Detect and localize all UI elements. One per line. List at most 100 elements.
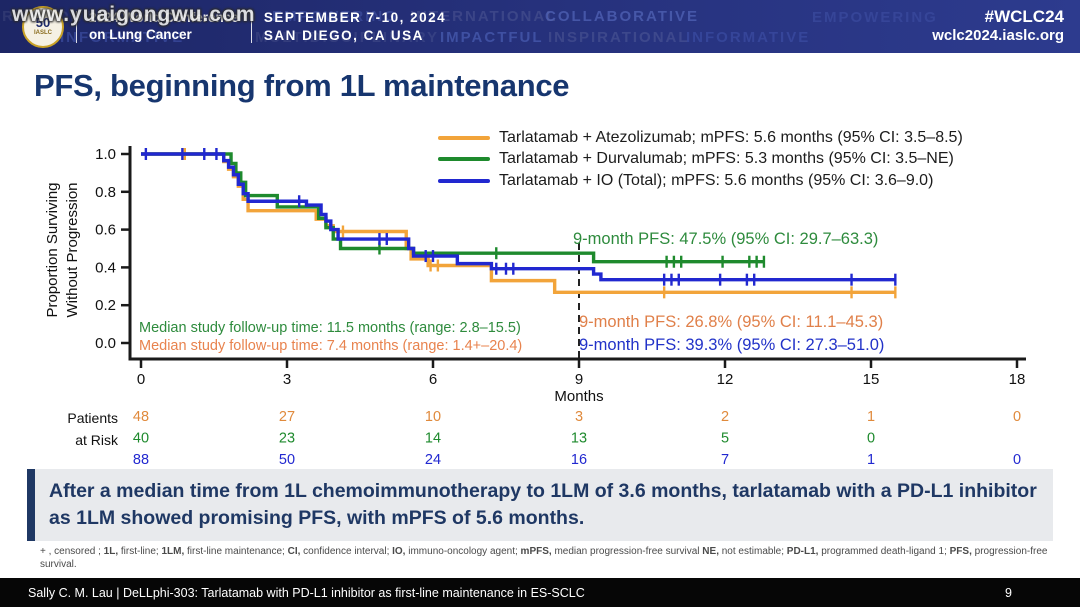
at-risk-count: 23 <box>279 431 295 447</box>
at-risk-count: 1 <box>867 452 875 468</box>
at-risk-count: 0 <box>1013 409 1021 425</box>
header-background-word: INFORMATIVE <box>60 29 185 46</box>
x-tick-label: 6 <box>429 371 437 388</box>
header-background-word: EMPOWERING <box>812 9 938 26</box>
header-background-word: IMPACTFUL <box>440 29 544 46</box>
header-background-word: MULTIDISCIPLINARY <box>255 29 439 46</box>
y-axis-title-line2: Without Progression <box>64 182 82 318</box>
key-takeaway-box: After a median time from 1L chemoimmunot… <box>27 469 1053 541</box>
at-risk-count: 1 <box>867 409 875 425</box>
iaslc-50th-logo: 50 IASLC <box>22 5 64 48</box>
footnote-segment: IO, <box>392 546 406 557</box>
conference-date: SEPTEMBER 7-10, 2024 <box>263 9 447 25</box>
header-background-word: INFORMATIVE <box>686 29 811 46</box>
conference-title-line2: on Lung Cancer <box>89 26 192 42</box>
conference-title: 2024 World Conference on Lung Cancer <box>89 10 239 44</box>
annotation-9month-pfs-durvalumab: 9-month PFS: 47.5% (95% CI: 29.7–63.3) <box>573 230 879 248</box>
at-risk-count: 10 <box>425 409 441 425</box>
footnote: + , censored ; 1L, first-line; 1LM, firs… <box>40 545 1050 571</box>
x-tick-label: 0 <box>137 371 145 388</box>
page-number: 9 <box>1005 585 1012 600</box>
y-axis-title-line1: Proportion Surviving <box>44 182 61 318</box>
x-axis-title: Months <box>554 388 604 405</box>
key-takeaway-text: After a median time from 1L chemoimmunot… <box>49 479 1037 529</box>
km-curve-tarlatamab-io-total- <box>141 152 896 282</box>
patients-at-risk-label-line2: at Risk <box>75 431 118 448</box>
header-background-word: INSPIRATIONAL <box>548 29 690 46</box>
axes-spines <box>128 146 1026 361</box>
footnote-segment: CI, <box>287 546 301 557</box>
at-risk-count: 0 <box>1013 452 1021 468</box>
conference-date-location: SEPTEMBER 7-10, 2024 SAN DIEGO, CA USA <box>264 9 446 44</box>
header-content: 50 IASLC 2024 World Conference on Lung C… <box>0 0 1080 53</box>
x-tick-label: 15 <box>863 371 880 388</box>
at-risk-count: 50 <box>279 452 295 468</box>
y-tick-label: 0.0 <box>95 335 116 352</box>
page-title: PFS, beginning from 1L maintenance <box>34 68 570 103</box>
footnote-segment: 1L, <box>103 546 119 557</box>
x-tick-label: 3 <box>283 371 291 388</box>
legend-swatch-green <box>438 157 490 162</box>
conference-location: SAN DIEGO, CA USA <box>263 27 424 43</box>
legend-item-io-total: Tarlatamab + IO (Total); mPFS: 5.6 month… <box>438 170 963 192</box>
site-watermark: www.yuaigongwu.com <box>12 3 256 26</box>
header-background-word: INTERNATIONAL <box>410 8 558 25</box>
footnote-segment: first-line; <box>118 546 162 557</box>
y-tick-label: 0.8 <box>95 184 116 201</box>
legend-label: Tarlatamab + IO (Total); mPFS: 5.6 month… <box>499 171 934 189</box>
header-divider <box>250 10 252 43</box>
footnote-segment: PD-L1, <box>786 546 819 557</box>
x-tick-label: 12 <box>717 371 734 388</box>
at-risk-count: 13 <box>571 431 587 447</box>
legend-label: Tarlatamab + Durvalumab; mPFS: 5.3 month… <box>499 150 954 168</box>
logo-50-text: 50 <box>35 14 51 30</box>
conference-title-line1: 2024 World Conference <box>89 9 239 25</box>
footnote-segment: confidence interval; <box>300 546 393 557</box>
footnote-segment: immuno-oncology agent; <box>405 546 521 557</box>
header-background-word: COLLABORATIVE <box>545 8 700 25</box>
footnote-segment: median progression-free survival <box>551 546 703 557</box>
footnote-segment: first-line maintenance; <box>184 546 288 557</box>
median-followup-note-durvalumab: Median study follow-up time: 11.5 months… <box>139 320 521 336</box>
patients-at-risk-label-line1: Patients <box>67 410 118 426</box>
annotation-9month-pfs-io-total: 9-month PFS: 39.3% (95% CI: 27.3–51.0) <box>579 336 885 354</box>
at-risk-count: 2 <box>721 409 729 425</box>
header-right: #WCLC24 wclc2024.iaslc.org <box>932 6 1064 46</box>
footnote-segment: not estimable; <box>718 546 787 557</box>
legend-swatch-orange <box>438 135 490 140</box>
header-divider <box>76 10 77 43</box>
at-risk-count: 3 <box>575 409 583 425</box>
annotation-9month-pfs-atezolizumab: 9-month PFS: 26.8% (95% CI: 11.1–45.3) <box>579 313 884 331</box>
at-risk-count: 40 <box>133 431 149 447</box>
footer-citation: Sally C. M. Lau | DeLLphi-303: Tarlatama… <box>28 585 585 600</box>
at-risk-count: 88 <box>133 452 149 468</box>
footnote-segment: progression-free survival. <box>40 546 1048 570</box>
footnote-segment: NE, <box>702 546 719 557</box>
conference-website[interactable]: wclc2024.iaslc.org <box>932 27 1064 45</box>
conference-header-bar: 50 IASLC 2024 World Conference on Lung C… <box>0 0 1080 53</box>
patients-at-risk-label: Patients at Risk <box>38 408 118 451</box>
y-tick-label: 1.0 <box>95 146 116 163</box>
y-tick-label: 0.4 <box>95 259 116 276</box>
footnote-segment: mPFS, <box>520 546 552 557</box>
at-risk-count: 16 <box>571 452 587 468</box>
y-axis-title: Proportion Surviving Without Progression <box>43 118 87 382</box>
x-tick-label: 18 <box>1009 371 1026 388</box>
chart-legend: Tarlatamab + Atezolizumab; mPFS: 5.6 mon… <box>438 127 963 192</box>
at-risk-count: 5 <box>721 431 729 447</box>
at-risk-count: 14 <box>425 431 441 447</box>
median-followup-note-atezolizumab: Median study follow-up time: 7.4 months … <box>139 338 523 354</box>
x-tick-label: 9 <box>575 371 583 388</box>
at-risk-count: 7 <box>721 452 729 468</box>
at-risk-count: 48 <box>133 409 149 425</box>
y-tick-label: 0.2 <box>95 297 116 314</box>
conference-hashtag: #WCLC24 <box>984 7 1064 26</box>
footnote-segment: PFS, <box>949 546 972 557</box>
legend-item-durvalumab: Tarlatamab + Durvalumab; mPFS: 5.3 month… <box>438 149 963 171</box>
y-tick-label: 0.6 <box>95 222 116 239</box>
header-background-word: EMPOWERING <box>272 8 398 25</box>
at-risk-count: 27 <box>279 409 295 425</box>
legend-label: Tarlatamab + Atezolizumab; mPFS: 5.6 mon… <box>499 128 963 146</box>
